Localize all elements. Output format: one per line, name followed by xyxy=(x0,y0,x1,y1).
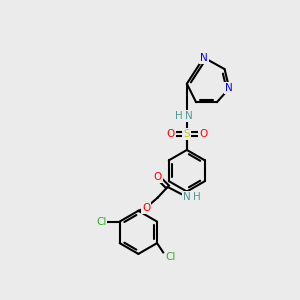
Text: Cl: Cl xyxy=(166,252,176,262)
Text: S: S xyxy=(184,129,190,139)
Text: O: O xyxy=(167,129,175,139)
Text: N: N xyxy=(183,192,191,202)
Text: N: N xyxy=(184,111,192,121)
Text: N: N xyxy=(225,83,233,93)
Text: O: O xyxy=(199,129,207,139)
Text: H: H xyxy=(175,111,182,121)
Text: N: N xyxy=(200,52,208,63)
Text: O: O xyxy=(154,172,162,182)
Text: O: O xyxy=(142,203,150,213)
Text: Cl: Cl xyxy=(96,217,106,226)
Text: H: H xyxy=(193,192,201,202)
